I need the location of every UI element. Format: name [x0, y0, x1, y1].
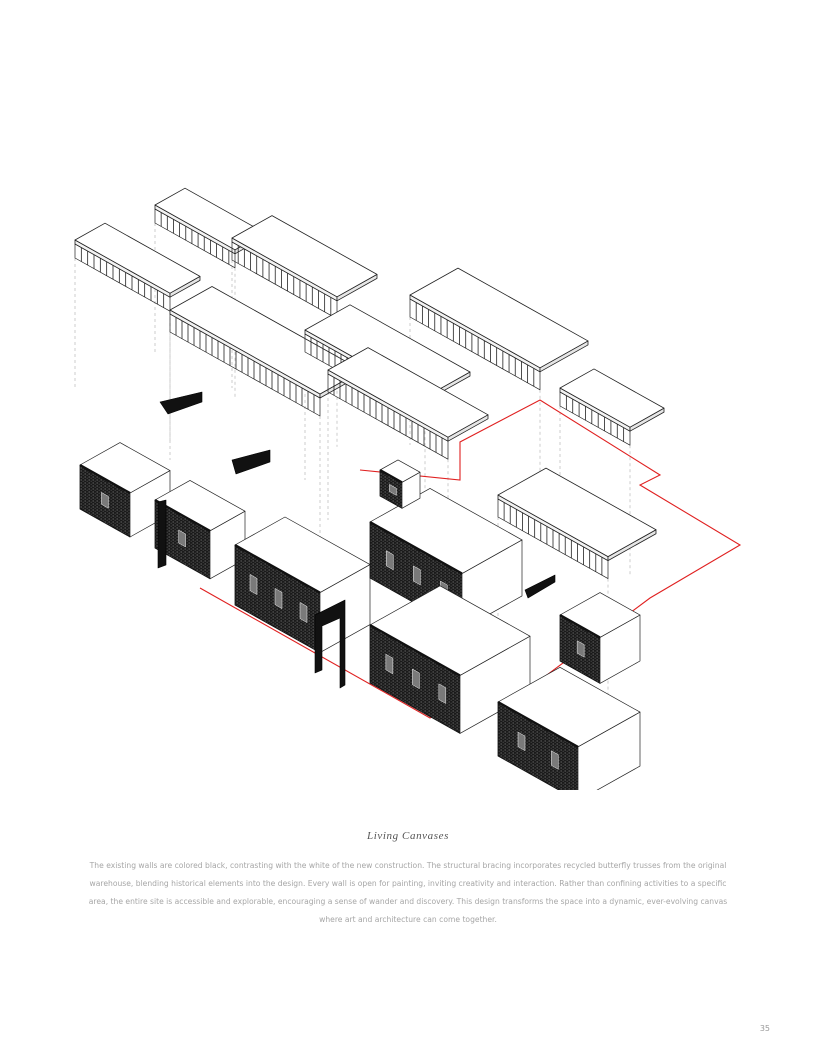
existing-buildings	[79, 391, 641, 790]
bldg-a-window	[101, 492, 109, 509]
bldg-c-window	[274, 588, 283, 609]
axonometric-drawing	[60, 170, 760, 790]
roof-a-slab-top	[74, 222, 201, 294]
roof-g-slab-top	[409, 267, 589, 369]
bldg-e-window	[385, 653, 394, 675]
bldg-e-window	[438, 683, 447, 704]
bldg-d-window	[385, 550, 394, 571]
wall-fragment-3	[524, 574, 556, 599]
roof-i-slab-top	[497, 467, 657, 558]
wall-fragment-2	[231, 449, 271, 475]
bldg-g-window	[551, 750, 559, 770]
axonometric-svg	[74, 187, 742, 790]
roof-h-slab-top	[559, 368, 665, 428]
caption-title: Living Canvases	[366, 830, 450, 842]
roof-f-slab-top	[327, 347, 489, 438]
wall-fragment-1	[159, 391, 203, 415]
wall-fragment-4	[157, 499, 167, 569]
roof-c-slab-top	[231, 215, 378, 298]
bldg-f-window	[576, 640, 585, 658]
page-number: 35	[759, 1024, 770, 1033]
bldg-c-window	[249, 574, 258, 595]
wall-arch	[314, 599, 346, 689]
bldg-c-window	[299, 602, 308, 623]
bldg-shed-window	[389, 484, 397, 496]
caption-body: The existing walls are colored black, co…	[88, 861, 728, 924]
bldg-b-window	[178, 529, 186, 548]
bldg-d-window	[413, 565, 421, 586]
bldg-g-window	[517, 731, 526, 751]
bldg-e-window	[412, 668, 420, 689]
roof-canopies	[74, 187, 665, 579]
